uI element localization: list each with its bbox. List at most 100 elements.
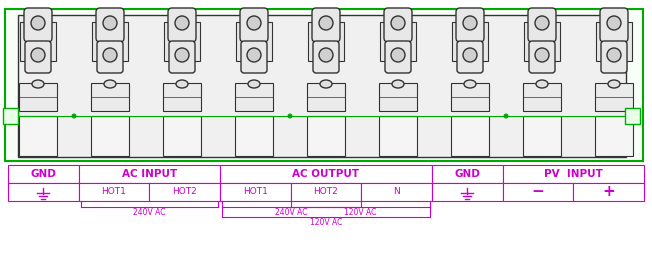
- Bar: [524, 22, 532, 61]
- Circle shape: [319, 48, 333, 62]
- Bar: [149, 183, 220, 201]
- FancyBboxPatch shape: [241, 41, 267, 73]
- FancyBboxPatch shape: [385, 41, 411, 73]
- Bar: [264, 22, 272, 61]
- Bar: [408, 22, 416, 61]
- Ellipse shape: [464, 80, 476, 88]
- Circle shape: [247, 48, 261, 62]
- Circle shape: [31, 16, 45, 30]
- Circle shape: [103, 48, 117, 62]
- Bar: [20, 22, 28, 61]
- Bar: [523, 83, 561, 111]
- Bar: [79, 165, 220, 183]
- Text: 120V AC: 120V AC: [310, 218, 342, 227]
- Text: HOT1: HOT1: [243, 188, 268, 197]
- Bar: [432, 165, 503, 183]
- Bar: [235, 116, 273, 156]
- FancyBboxPatch shape: [168, 8, 196, 42]
- Text: N: N: [393, 188, 400, 197]
- Bar: [452, 22, 460, 61]
- Bar: [19, 83, 57, 111]
- FancyBboxPatch shape: [457, 41, 483, 73]
- Bar: [192, 22, 200, 61]
- Circle shape: [175, 16, 189, 30]
- Text: HOT2: HOT2: [172, 188, 197, 197]
- Ellipse shape: [248, 80, 260, 88]
- Bar: [596, 22, 604, 61]
- Text: 120V AC: 120V AC: [344, 208, 376, 217]
- FancyBboxPatch shape: [529, 41, 555, 73]
- Bar: [307, 83, 345, 111]
- Circle shape: [503, 113, 509, 119]
- Ellipse shape: [392, 80, 404, 88]
- Bar: [163, 83, 201, 111]
- FancyBboxPatch shape: [96, 8, 124, 42]
- FancyBboxPatch shape: [97, 41, 123, 73]
- Bar: [552, 22, 560, 61]
- Bar: [573, 183, 644, 201]
- Ellipse shape: [176, 80, 188, 88]
- Bar: [220, 183, 291, 201]
- Bar: [308, 22, 316, 61]
- Text: AC INPUT: AC INPUT: [122, 169, 177, 179]
- Bar: [380, 22, 388, 61]
- Bar: [18, 15, 626, 157]
- Text: HOT1: HOT1: [102, 188, 126, 197]
- Bar: [48, 22, 56, 61]
- Bar: [91, 116, 129, 156]
- Bar: [595, 116, 633, 156]
- Ellipse shape: [32, 80, 44, 88]
- Bar: [92, 22, 100, 61]
- Text: PV  INPUT: PV INPUT: [544, 169, 602, 179]
- Bar: [8, 183, 79, 201]
- Circle shape: [535, 48, 549, 62]
- Bar: [503, 183, 573, 201]
- FancyBboxPatch shape: [240, 8, 268, 42]
- Bar: [307, 116, 345, 156]
- Text: 240V AC: 240V AC: [275, 208, 308, 217]
- Text: HOT2: HOT2: [314, 188, 338, 197]
- Circle shape: [391, 48, 405, 62]
- Bar: [451, 116, 489, 156]
- Circle shape: [535, 16, 549, 30]
- Bar: [379, 116, 417, 156]
- Circle shape: [175, 48, 189, 62]
- FancyBboxPatch shape: [24, 8, 52, 42]
- FancyBboxPatch shape: [25, 41, 51, 73]
- Circle shape: [247, 16, 261, 30]
- Bar: [523, 116, 561, 156]
- Circle shape: [463, 16, 477, 30]
- Bar: [624, 22, 632, 61]
- Ellipse shape: [608, 80, 620, 88]
- Bar: [120, 22, 128, 61]
- Bar: [79, 183, 149, 201]
- Bar: [164, 22, 172, 61]
- Bar: [91, 83, 129, 111]
- Circle shape: [463, 48, 477, 62]
- Text: GND: GND: [454, 169, 481, 179]
- Bar: [220, 165, 432, 183]
- Bar: [163, 116, 201, 156]
- Circle shape: [607, 16, 621, 30]
- Bar: [236, 22, 244, 61]
- Circle shape: [607, 48, 621, 62]
- Text: +: +: [602, 184, 615, 199]
- Circle shape: [288, 113, 293, 119]
- Bar: [5, 9, 643, 161]
- Circle shape: [72, 113, 76, 119]
- Bar: [595, 83, 633, 111]
- Circle shape: [103, 16, 117, 30]
- Bar: [336, 22, 344, 61]
- Circle shape: [31, 48, 45, 62]
- Text: AC OUTPUT: AC OUTPUT: [293, 169, 359, 179]
- Bar: [291, 183, 361, 201]
- FancyBboxPatch shape: [312, 8, 340, 42]
- FancyBboxPatch shape: [601, 41, 627, 73]
- Text: GND: GND: [31, 169, 56, 179]
- Bar: [3, 108, 18, 124]
- Ellipse shape: [104, 80, 116, 88]
- Text: 240V AC: 240V AC: [133, 208, 166, 217]
- FancyBboxPatch shape: [600, 8, 628, 42]
- Circle shape: [319, 16, 333, 30]
- FancyBboxPatch shape: [456, 8, 484, 42]
